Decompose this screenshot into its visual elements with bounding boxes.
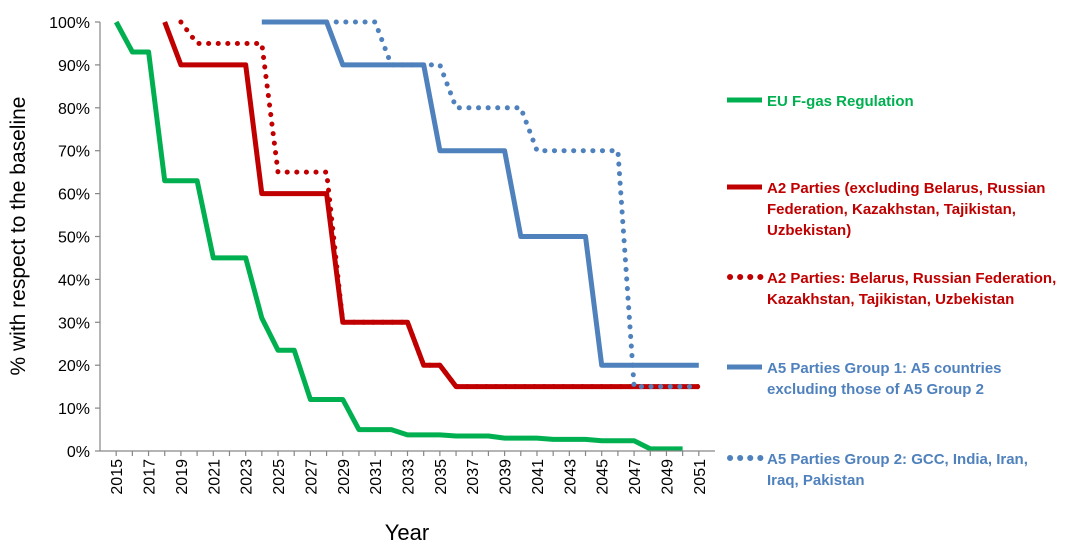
x-tick-label: 2039 bbox=[498, 459, 515, 495]
x-tick-label: 2033 bbox=[401, 459, 418, 495]
legend-label-3: excluding those of A5 Group 2 bbox=[767, 381, 984, 398]
x-tick-label: 2019 bbox=[174, 459, 191, 495]
x-tick-label: 2025 bbox=[271, 459, 288, 495]
legend-label-2: A2 Parties: Belarus, Russian Federation, bbox=[767, 270, 1056, 287]
x-tick-label: 2049 bbox=[659, 459, 676, 495]
x-tick-label: 2037 bbox=[465, 459, 482, 495]
y-tick-label: 100% bbox=[49, 15, 90, 32]
legend-label-1: A2 Parties (excluding Belarus, Russian bbox=[767, 180, 1045, 197]
x-tick-label: 2047 bbox=[627, 459, 644, 495]
x-tick-label: 2045 bbox=[595, 459, 612, 495]
x-tick-label: 2051 bbox=[692, 459, 709, 495]
x-tick-label: 2023 bbox=[239, 459, 256, 495]
x-tick-label: 2027 bbox=[303, 459, 320, 495]
legend-label-2: Kazakhstan, Tajikistan, Uzbekistan bbox=[767, 291, 1014, 308]
y-tick-label: 40% bbox=[58, 272, 90, 289]
y-tick-label: 80% bbox=[58, 101, 90, 118]
x-tick-label: 2035 bbox=[433, 459, 450, 495]
y-tick-label: 90% bbox=[58, 58, 90, 75]
x-tick-label: 2041 bbox=[530, 459, 547, 495]
legend-label-3: A5 Parties Group 1: A5 countries bbox=[767, 360, 1002, 377]
y-tick-label: 0% bbox=[67, 444, 90, 461]
x-tick-label: 2043 bbox=[562, 459, 579, 495]
legend-label-4: A5 Parties Group 2: GCC, India, Iran, bbox=[767, 451, 1028, 468]
series-line-0 bbox=[114, 20, 683, 452]
y-tick-label: 30% bbox=[58, 315, 90, 332]
y-tick-label: 10% bbox=[58, 401, 90, 418]
series-line-1 bbox=[162, 21, 699, 390]
legend: EU F-gas Regulation A2 Parties (excluding… bbox=[727, 93, 1056, 489]
y-tick-label: 70% bbox=[58, 144, 90, 161]
plot-lines bbox=[114, 19, 702, 452]
y-tick-label: 20% bbox=[58, 358, 90, 375]
y-tick-labels: 0% 10% 20% 30% 40% 50% 60% 70% 80% 90% 100% bbox=[49, 15, 100, 461]
x-tick-labels: 2015 2017 2019 2021 2023 2025 2027 2029 2031 2033… bbox=[109, 451, 709, 495]
legend-label-1: Federation, Kazakhstan, Tajikistan, bbox=[767, 201, 1016, 218]
x-tick-label: 2031 bbox=[368, 459, 385, 495]
x-tick-label: 2015 bbox=[109, 459, 126, 495]
legend-label-4: Iraq, Pakistan bbox=[767, 472, 865, 489]
y-axis-title: % with respect to the baseline bbox=[7, 97, 30, 376]
series-line-2 bbox=[178, 19, 702, 390]
legend-label-0: EU F-gas Regulation bbox=[767, 93, 914, 110]
y-tick-label: 60% bbox=[58, 187, 90, 204]
x-tick-label: 2029 bbox=[336, 459, 353, 495]
y-tick-label: 50% bbox=[58, 230, 90, 247]
series-line-4 bbox=[324, 19, 702, 390]
series-line-3 bbox=[261, 19, 699, 368]
x-axis-title: Year bbox=[385, 520, 429, 545]
x-tick-label: 2021 bbox=[206, 459, 223, 495]
legend-label-1: Uzbekistan) bbox=[767, 222, 851, 239]
x-tick-label: 2017 bbox=[142, 459, 159, 495]
